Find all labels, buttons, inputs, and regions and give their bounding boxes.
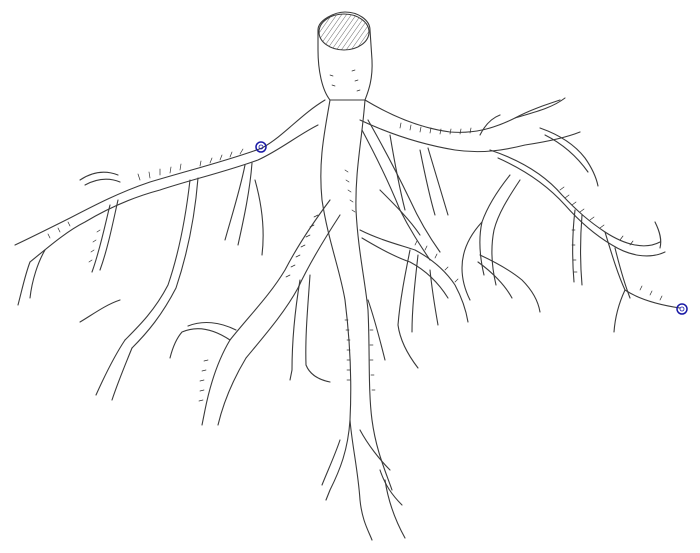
taproot — [320, 99, 406, 541]
upper-left-marker — [255, 141, 267, 153]
markers — [255, 141, 688, 315]
center-left-root — [169, 199, 341, 426]
left-lateral-root — [14, 99, 326, 401]
right-tip-marker — [676, 303, 688, 315]
center-right-root — [359, 119, 469, 369]
stump-cut-face — [318, 13, 370, 51]
root-hairs — [47, 69, 663, 402]
stump — [317, 11, 373, 101]
right-lateral-root — [359, 97, 681, 333]
